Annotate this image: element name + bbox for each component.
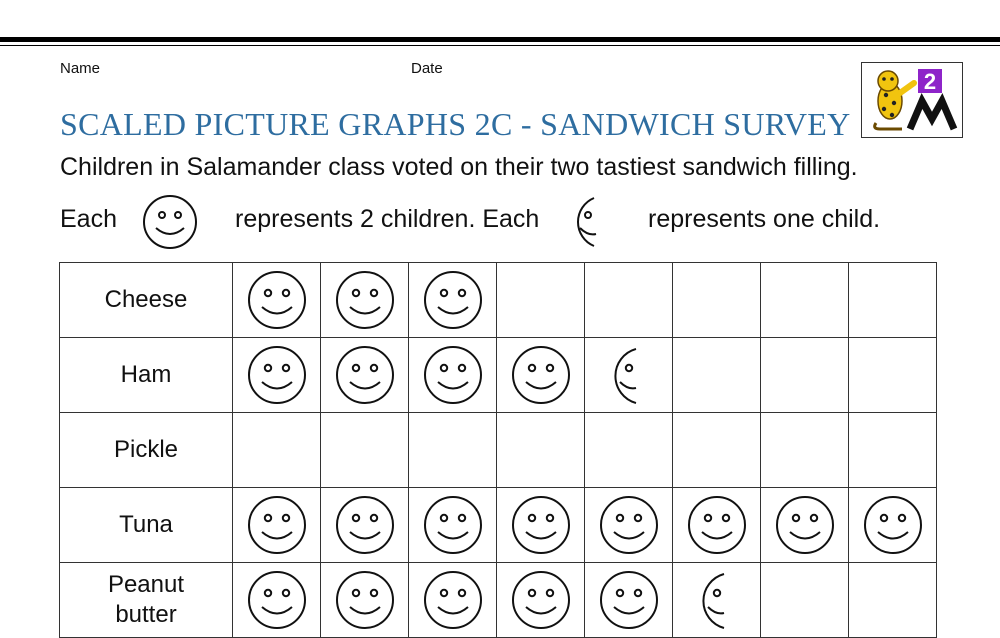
smiley-face-icon [863, 496, 922, 554]
grid-cell [408, 487, 497, 563]
smiley-face-icon [511, 346, 570, 404]
grid-cell [672, 412, 761, 488]
smiley-face-icon [511, 571, 570, 629]
smiley-face-icon [687, 496, 746, 554]
half-smiley-face-icon [613, 348, 636, 404]
grid-cell [232, 562, 321, 638]
grid-cell [672, 262, 761, 338]
grid-cell [232, 412, 321, 488]
grid-cell [496, 262, 585, 338]
row-label: Pickle [59, 412, 233, 488]
grid-cell [584, 337, 673, 413]
leopard-logo-icon: 2 [873, 69, 958, 131]
row-label-line: Peanut [107, 571, 185, 598]
smiley-face-icon [423, 496, 482, 554]
grid-cell [584, 412, 673, 488]
intro-text: Children in Salamander class voted on th… [60, 153, 858, 181]
grid-cell [584, 487, 673, 563]
grid-cell [320, 562, 409, 638]
grid-cell [672, 337, 761, 413]
grid-cell [496, 487, 585, 563]
smiley-face-icon [511, 496, 570, 554]
grid-cell [408, 412, 497, 488]
grid-cell [760, 487, 849, 563]
smiley-face-icon [247, 271, 306, 329]
grid-cell [408, 262, 497, 338]
smiley-face-icon [335, 571, 394, 629]
grid-cell [408, 562, 497, 638]
logo: 2 [861, 62, 963, 138]
grid-cell [672, 487, 761, 563]
smiley-face-icon [247, 346, 306, 404]
smiley-face-icon [247, 571, 306, 629]
grid-cell [672, 562, 761, 638]
grid-cell [760, 337, 849, 413]
grid-cell [848, 412, 937, 488]
row-label: Cheese [59, 262, 233, 338]
grid-cell [320, 412, 409, 488]
grid-cell [320, 262, 409, 338]
top-rule-thin [0, 45, 1000, 46]
smiley-face-icon [599, 496, 658, 554]
grid-cell [848, 562, 937, 638]
smiley-face-icon [599, 571, 658, 629]
key-half-text: represents one child. [648, 205, 881, 233]
table-row: Pickle [59, 412, 937, 488]
grid-cell [232, 262, 321, 338]
grid-cell [760, 262, 849, 338]
row-label: Tuna [59, 487, 233, 563]
grid-cell [584, 562, 673, 638]
grid-cell [232, 487, 321, 563]
smiley-face-icon [335, 271, 394, 329]
table-row: Peanut butter [59, 562, 937, 638]
smiley-face-icon [335, 496, 394, 554]
key-half-smiley-icon [577, 197, 597, 247]
smiley-face-icon [335, 346, 394, 404]
grid-cell [320, 487, 409, 563]
row-label-line: butter [115, 601, 177, 628]
grid-cell [232, 337, 321, 413]
grid-cell [584, 262, 673, 338]
table-row: Cheese [59, 262, 937, 338]
half-smiley-face-icon [701, 573, 724, 629]
grid-cell [760, 562, 849, 638]
logo-badge: 2 [924, 69, 936, 94]
pictograph-table: Cheese Ham Pickle Tuna Peanut butter [59, 262, 937, 638]
smiley-face-icon [423, 571, 482, 629]
key-full-smiley-icon [143, 195, 197, 249]
grid-cell [496, 562, 585, 638]
page-title: SCALED PICTURE GRAPHS 2C - SANDWICH SURV… [60, 106, 851, 142]
name-label: Name [60, 60, 101, 77]
grid-cell [848, 337, 937, 413]
grid-cell [408, 337, 497, 413]
smiley-face-icon [423, 271, 482, 329]
row-label: Ham [59, 337, 233, 413]
key-each-label: Each [60, 205, 117, 233]
top-rule [0, 37, 1000, 42]
row-label: Peanut butter [59, 562, 233, 638]
grid-cell [496, 337, 585, 413]
grid-cell [848, 487, 937, 563]
key-full-text: represents 2 children. Each [235, 205, 540, 233]
grid-cell [496, 412, 585, 488]
smiley-face-icon [247, 496, 306, 554]
smiley-face-icon [775, 496, 834, 554]
table-row: Ham [59, 337, 937, 413]
table-row: Tuna [59, 487, 937, 563]
smiley-face-icon [423, 346, 482, 404]
date-label: Date [411, 60, 443, 77]
grid-cell [848, 262, 937, 338]
grid-cell [320, 337, 409, 413]
grid-cell [760, 412, 849, 488]
